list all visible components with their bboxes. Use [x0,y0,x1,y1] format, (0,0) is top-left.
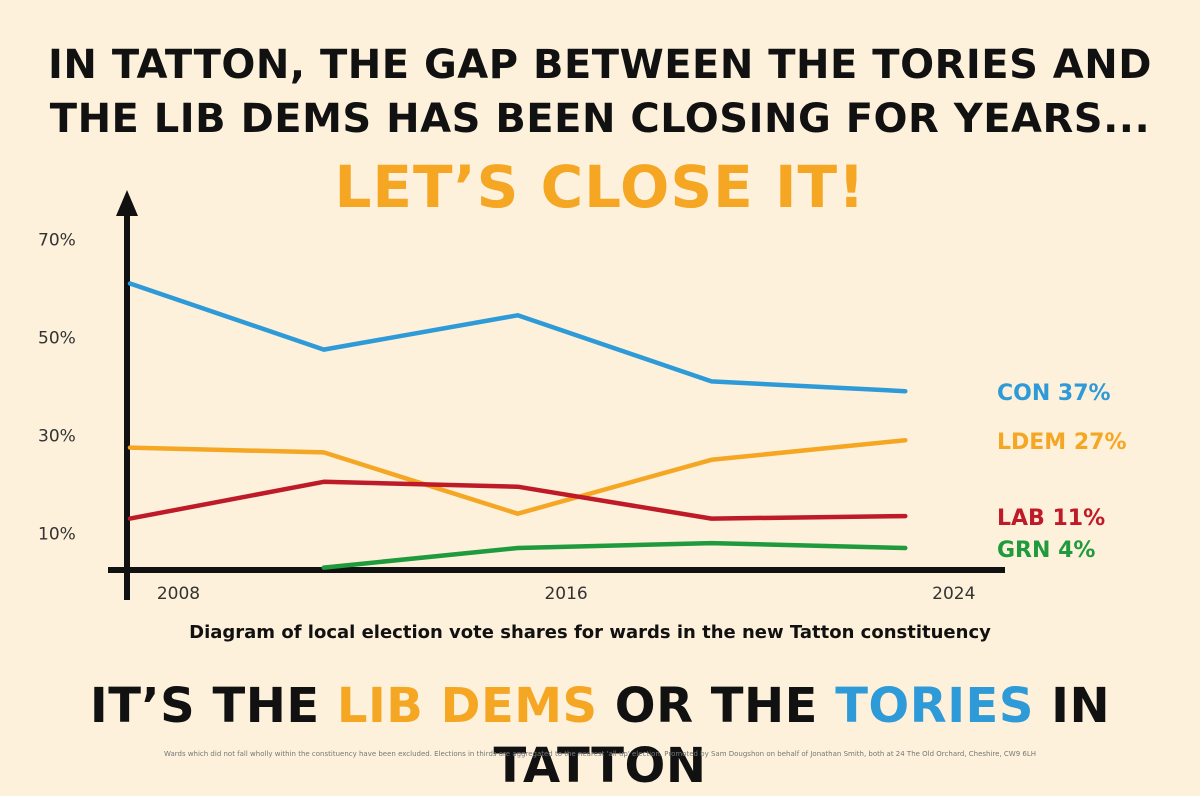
headline-line-2: THE LIB DEMS HAS BEEN CLOSING FOR YEARS.… [49,96,1151,142]
series-label-grn: GRN 4% [997,538,1095,563]
y-axis-arrow [116,190,138,216]
imprint-smallprint: Wards which did not fall wholly within t… [163,750,1037,758]
series-line-lab [127,479,908,521]
footer-text-1: IT’S THE [89,678,337,734]
series-label-con: CON 37% [997,381,1111,406]
subheadline: LET’S CLOSE IT! [334,153,866,221]
x-tick-label: 2008 [157,584,200,604]
chart-ticks: 10% 30% 50% 70% 2008 2016 2024 [38,230,975,604]
chart-axes [108,190,1005,600]
y-tick-label: 70% [38,230,76,250]
headline-line-1: IN TATTON, THE GAP BETWEEN THE TORIES AN… [48,42,1152,88]
line-chart: 10% 30% 50% 70% 2008 2016 2024 CON 37% LDEM 27%… [38,190,1127,604]
y-tick-label: 30% [38,426,76,446]
series-line-con [127,281,908,394]
y-tick-label: 50% [38,328,76,348]
series-label-ldem: LDEM 27% [997,430,1127,455]
y-tick-label: 10% [38,524,76,544]
series-label-lab: LAB 11% [997,506,1105,531]
x-tick-label: 2024 [932,584,975,604]
footer-text-2: OR THE [597,678,836,734]
series-line-ldem [127,437,908,516]
footer-tories: TORIES [835,678,1034,734]
footer-slogan: IT’S THE LIB DEMS OR THE TORIES IN TATTO… [0,676,1200,796]
x-tick-label: 2016 [544,584,587,604]
footer-lib-dems: LIB DEMS [336,678,598,734]
chart-series-labels: CON 37% LDEM 27% LAB 11% GRN 4% [997,381,1127,563]
chart-caption: Diagram of local election vote shares fo… [189,622,991,643]
chart-lines [127,281,908,570]
series-line-grn [321,540,908,570]
